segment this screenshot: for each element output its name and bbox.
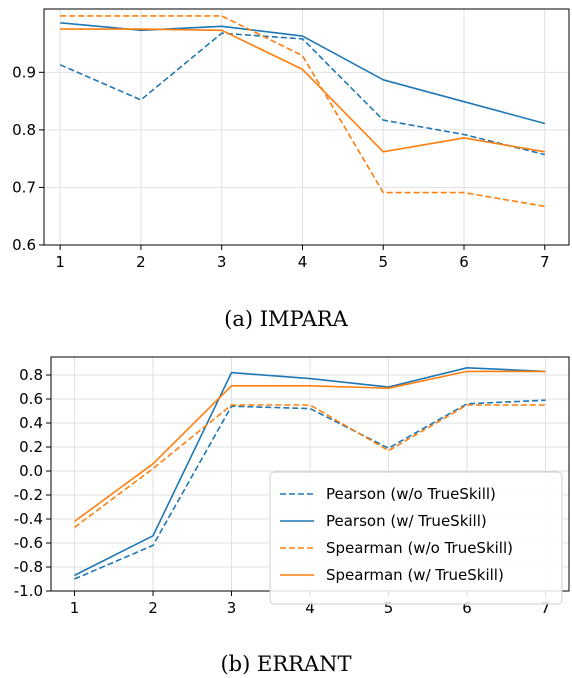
series-line-spearman-w-o-trueskill bbox=[60, 15, 545, 208]
series-line-pearson-w-trueskill bbox=[60, 22, 546, 125]
legend-entry-label: Spearman (w/o TrueSkill) bbox=[326, 539, 513, 557]
series-line-pearson-w-o-trueskill bbox=[59, 32, 545, 156]
x-tick-label: 5 bbox=[384, 599, 394, 617]
legend-entry-label: Pearson (w/ TrueSkill) bbox=[326, 512, 487, 530]
chart-errant: 1 2 3 4 5 6 7 0.8 0.6 0.4 0.2 0.0 -0.2 -0.4 -0.6 -0.8 -1… bbox=[14, 356, 570, 617]
series-line-pearson-w-o-trueskill bbox=[74, 399, 546, 580]
y-tick-label: 0.9 bbox=[12, 63, 36, 81]
y-tick-label: 0.2 bbox=[19, 438, 43, 456]
plot-frame bbox=[43, 8, 570, 246]
legend: Pearson (w/o TrueSkill) Pearson (w/ TrueS… bbox=[269, 471, 563, 605]
series-line-spearman-w-o-trueskill bbox=[74, 404, 546, 529]
x-tick-label: 6 bbox=[459, 253, 469, 271]
legend-entry-label: Pearson (w/o TrueSkill) bbox=[326, 485, 496, 503]
caption-impara: (a) IMPARA bbox=[224, 307, 348, 331]
legend-entry-label: Spearman (w/ TrueSkill) bbox=[326, 566, 504, 584]
y-tick-label: -0.2 bbox=[14, 486, 43, 504]
x-tick-label: 1 bbox=[70, 599, 80, 617]
y-tick-label: -0.4 bbox=[14, 510, 43, 528]
x-tick-label: 6 bbox=[462, 599, 472, 617]
x-tick-label: 7 bbox=[541, 599, 551, 617]
series-line-spearman-w-trueskill bbox=[74, 370, 546, 523]
series-line-pearson-w-trueskill bbox=[74, 366, 546, 577]
x-tick-label: 1 bbox=[55, 253, 65, 271]
x-tick-label: 5 bbox=[378, 253, 388, 271]
y-tick-label: 0.0 bbox=[19, 462, 43, 480]
x-tick-label: 2 bbox=[136, 253, 146, 271]
chart-impara: 1 2 3 4 5 6 7 0.6 0.7 0.8 0.9 bbox=[12, 8, 570, 271]
y-tick-label: 0.4 bbox=[19, 414, 43, 432]
y-tick-label: 0.8 bbox=[19, 366, 43, 384]
series-line-spearman-w-trueskill bbox=[60, 28, 545, 153]
caption-errant: (b) ERRANT bbox=[220, 652, 352, 676]
y-tick-label: -0.6 bbox=[14, 534, 43, 552]
x-tick-label: 2 bbox=[148, 599, 158, 617]
x-tick-label: 3 bbox=[217, 253, 227, 271]
y-tick-label: 0.7 bbox=[12, 178, 36, 196]
y-tick-label: 0.8 bbox=[12, 121, 36, 139]
y-tick-label: -0.8 bbox=[14, 558, 43, 576]
y-tick-label: 0.6 bbox=[19, 390, 43, 408]
x-tick-label: 4 bbox=[298, 253, 308, 271]
x-tick-label: 4 bbox=[305, 599, 315, 617]
x-tick-label: 7 bbox=[540, 253, 550, 271]
y-tick-label: 0.6 bbox=[12, 236, 36, 254]
legend-box bbox=[269, 471, 563, 605]
x-tick-label: 3 bbox=[227, 599, 237, 617]
y-tick-label: -1.0 bbox=[14, 582, 43, 600]
